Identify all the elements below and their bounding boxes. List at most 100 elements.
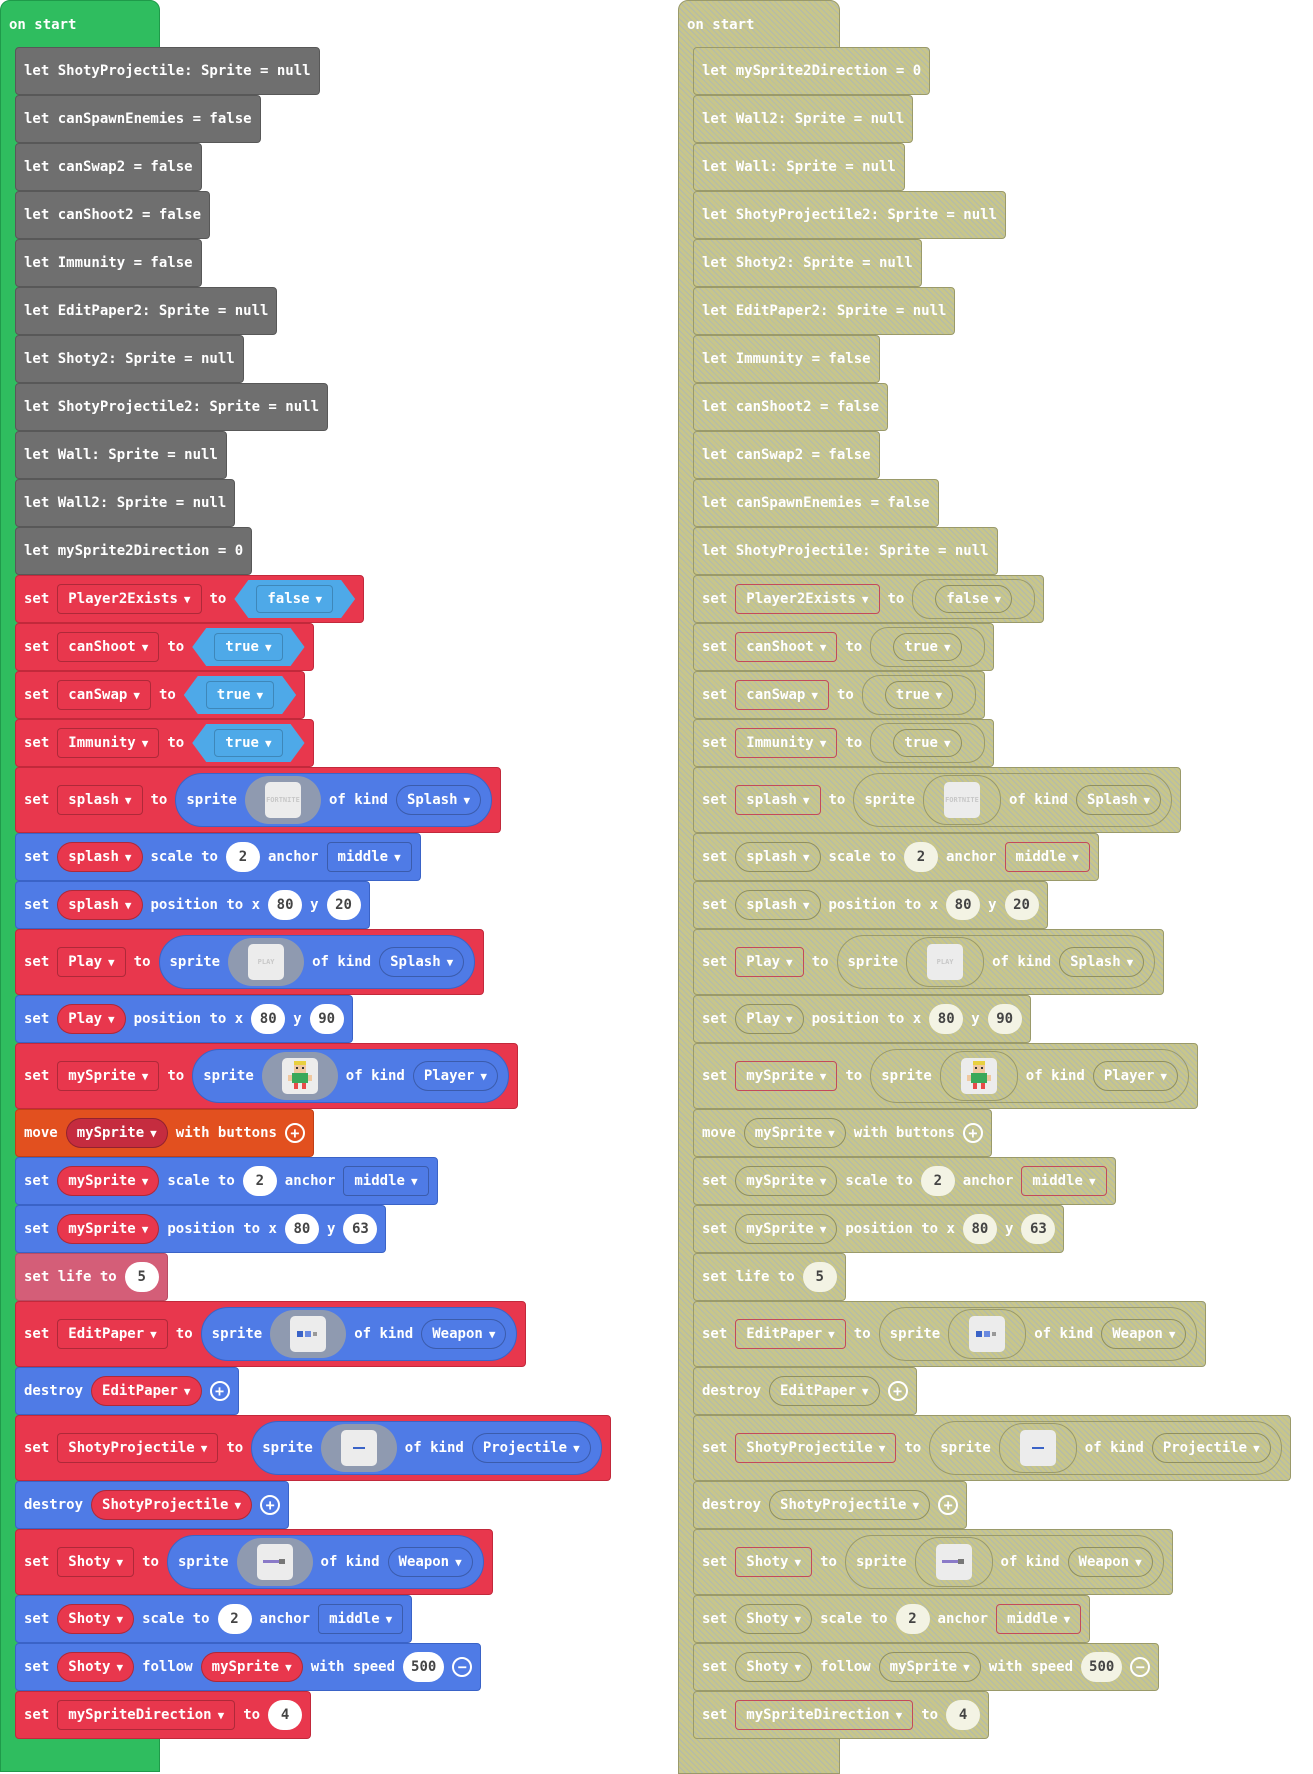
position-block[interactable]: set mySprite ▼ position to x 80 y 63 [693, 1205, 1065, 1253]
set-sprite-block[interactable]: set ShotyProjectile ▼ to sprite of kind Projec… [693, 1415, 1291, 1481]
sprite-image-picker[interactable] [998, 1423, 1077, 1473]
variable-dropdown[interactable]: Player2Exists ▼ [57, 584, 202, 614]
variable-dropdown[interactable]: mySprite ▼ [57, 1214, 160, 1244]
kind-dropdown[interactable]: Splash ▼ [1059, 947, 1145, 977]
set-bool-block[interactable]: set Player2Exists ▼ to false ▼ [15, 575, 365, 623]
sprite-image-picker[interactable]: FORTNITE [922, 775, 1001, 825]
create-sprite-reporter[interactable]: sprite of kind Projectile ▼ [929, 1421, 1282, 1475]
set-sprite-block[interactable]: set Play ▼ to sprite PLAY of kind Splash ▼ [15, 929, 485, 995]
variable-dropdown[interactable]: EditPaper ▼ [735, 1319, 846, 1349]
variable-dropdown[interactable]: ShotyProjectile ▼ [735, 1433, 897, 1463]
plus-circle-icon[interactable]: + [284, 1123, 305, 1143]
create-sprite-reporter[interactable]: sprite of kind Weapon ▼ [200, 1307, 518, 1361]
variable-dropdown[interactable]: Play ▼ [57, 1004, 126, 1034]
let-block[interactable]: let canSpawnEnemies = false [693, 479, 939, 527]
let-block[interactable]: let EditPaper2: Sprite = null [15, 287, 278, 335]
sprite-image-picker[interactable] [270, 1310, 347, 1358]
x-input[interactable]: 80 [251, 1004, 286, 1034]
plus-circle-icon[interactable]: + [938, 1495, 959, 1515]
boolean-value-block[interactable]: true ▼ [870, 723, 985, 763]
boolean-dropdown[interactable]: false ▼ [256, 585, 333, 613]
variable-dropdown[interactable]: mySprite ▼ [57, 1061, 160, 1091]
boolean-dropdown[interactable]: true ▼ [214, 729, 282, 757]
variable-dropdown[interactable]: EditPaper ▼ [91, 1376, 202, 1406]
variable-dropdown[interactable]: Shoty ▼ [57, 1547, 135, 1577]
destroy-block[interactable]: destroy EditPaper ▼ + [693, 1367, 917, 1415]
kind-dropdown[interactable]: Projectile ▼ [471, 1433, 591, 1463]
variable-dropdown[interactable]: EditPaper ▼ [769, 1376, 880, 1406]
x-input[interactable]: 80 [929, 1004, 964, 1034]
life-block[interactable]: set life to 5 [15, 1253, 168, 1301]
set-num-block[interactable]: set mySpriteDirection ▼ to 4 [15, 1691, 312, 1739]
position-block[interactable]: set Play ▼ position to x 80 y 90 [15, 995, 353, 1043]
destroy-block[interactable]: destroy ShotyProjectile ▼ + [15, 1481, 290, 1529]
create-sprite-reporter[interactable]: sprite of kind Projectile ▼ [251, 1421, 602, 1475]
create-sprite-reporter[interactable]: sprite PLAY of kind Splash ▼ [836, 935, 1156, 989]
scale-input[interactable]: 2 [242, 1166, 277, 1196]
life-input[interactable]: 5 [802, 1262, 837, 1292]
boolean-dropdown[interactable]: true ▼ [214, 633, 282, 661]
boolean-dropdown[interactable]: true ▼ [893, 729, 962, 757]
boolean-value-block[interactable]: true ▼ [192, 724, 304, 762]
scale-input[interactable]: 2 [217, 1604, 252, 1634]
set-bool-block[interactable]: set Immunity ▼ to true ▼ [693, 719, 994, 767]
set-sprite-block[interactable]: set mySprite ▼ to sprite of kind Player ▼ [15, 1043, 519, 1109]
kind-dropdown[interactable]: Splash ▼ [379, 947, 465, 977]
minus-circle-icon[interactable]: − [452, 1657, 473, 1677]
variable-dropdown[interactable]: Shoty ▼ [735, 1604, 813, 1634]
set-bool-block[interactable]: set canSwap ▼ to true ▼ [693, 671, 986, 719]
scale-block[interactable]: set Shoty ▼ scale to 2 anchor middle ▼ [15, 1595, 413, 1643]
scale-block[interactable]: set splash ▼ scale to 2 anchor middle ▼ [693, 833, 1099, 881]
set-sprite-block[interactable]: set Play ▼ to sprite PLAY of kind Splash ▼ [693, 929, 1165, 995]
variable-dropdown[interactable]: canSwap ▼ [57, 680, 151, 710]
y-input[interactable]: 63 [1021, 1214, 1056, 1244]
speed-input[interactable]: 500 [1081, 1652, 1123, 1682]
variable-dropdown[interactable]: Play ▼ [735, 1004, 804, 1034]
scale-input[interactable]: 2 [920, 1166, 955, 1196]
variable-dropdown[interactable]: Play ▼ [57, 947, 126, 977]
follow-block[interactable]: set Shoty ▼ follow mySprite ▼ with speed 500− [15, 1643, 482, 1691]
let-block[interactable]: let mySprite2Direction = 0 [693, 47, 931, 95]
set-bool-block[interactable]: set canSwap ▼ to true ▼ [15, 671, 306, 719]
sprite-image-picker[interactable]: FORTNITE [244, 776, 321, 824]
variable-dropdown[interactable]: canShoot ▼ [735, 632, 838, 662]
let-block[interactable]: let Shoty2: Sprite = null [693, 239, 922, 287]
follow-block[interactable]: set Shoty ▼ follow mySprite ▼ with speed 500− [693, 1643, 1160, 1691]
life-input[interactable]: 5 [124, 1262, 159, 1292]
variable-dropdown[interactable]: Player2Exists ▼ [735, 584, 880, 614]
anchor-dropdown[interactable]: middle ▼ [996, 1604, 1082, 1634]
create-sprite-reporter[interactable]: sprite FORTNITE of kind Splash ▼ [175, 773, 493, 827]
position-block[interactable]: set splash ▼ position to x 80 y 20 [15, 881, 370, 929]
plus-circle-icon[interactable]: + [887, 1381, 908, 1401]
kind-dropdown[interactable]: Player ▼ [412, 1061, 499, 1091]
variable-dropdown[interactable]: Immunity ▼ [57, 728, 160, 758]
variable-dropdown[interactable]: mySprite ▼ [65, 1118, 168, 1148]
let-block[interactable]: let canSwap2 = false [15, 143, 202, 191]
destroy-block[interactable]: destroy EditPaper ▼ + [15, 1367, 239, 1415]
set-sprite-block[interactable]: set Shoty ▼ to sprite of kind Weapon ▼ [15, 1529, 493, 1595]
let-block[interactable]: let Wall2: Sprite = null [693, 95, 914, 143]
kind-dropdown[interactable]: Weapon ▼ [1067, 1547, 1153, 1577]
variable-dropdown[interactable]: mySpriteDirection ▼ [735, 1700, 914, 1730]
let-block[interactable]: let ShotyProjectile2: Sprite = null [15, 383, 329, 431]
y-input[interactable]: 90 [309, 1004, 344, 1034]
boolean-value-block[interactable]: true ▼ [184, 676, 296, 714]
variable-dropdown[interactable]: EditPaper ▼ [57, 1319, 168, 1349]
create-sprite-reporter[interactable]: sprite of kind Player ▼ [870, 1049, 1190, 1103]
plus-circle-icon[interactable]: + [260, 1495, 281, 1515]
scale-input[interactable]: 2 [903, 842, 938, 872]
boolean-dropdown[interactable]: false ▼ [935, 585, 1013, 613]
x-input[interactable]: 80 [962, 1214, 997, 1244]
variable-dropdown[interactable]: mySprite ▼ [735, 1061, 838, 1091]
variable-dropdown[interactable]: mySprite ▼ [200, 1652, 303, 1682]
variable-dropdown[interactable]: mySprite ▼ [735, 1214, 838, 1244]
scale-input[interactable]: 2 [895, 1604, 930, 1634]
create-sprite-reporter[interactable]: sprite of kind Weapon ▼ [878, 1307, 1198, 1361]
scale-block[interactable]: set splash ▼ scale to 2 anchor middle ▼ [15, 833, 421, 881]
set-bool-block[interactable]: set canShoot ▼ to true ▼ [15, 623, 314, 671]
let-block[interactable]: let Shoty2: Sprite = null [15, 335, 244, 383]
let-block[interactable]: let Immunity = false [15, 239, 202, 287]
sprite-image-picker[interactable] [914, 1537, 993, 1587]
move-block[interactable]: move mySprite ▼ with buttons + [693, 1109, 992, 1157]
let-block[interactable]: let canSwap2 = false [693, 431, 880, 479]
